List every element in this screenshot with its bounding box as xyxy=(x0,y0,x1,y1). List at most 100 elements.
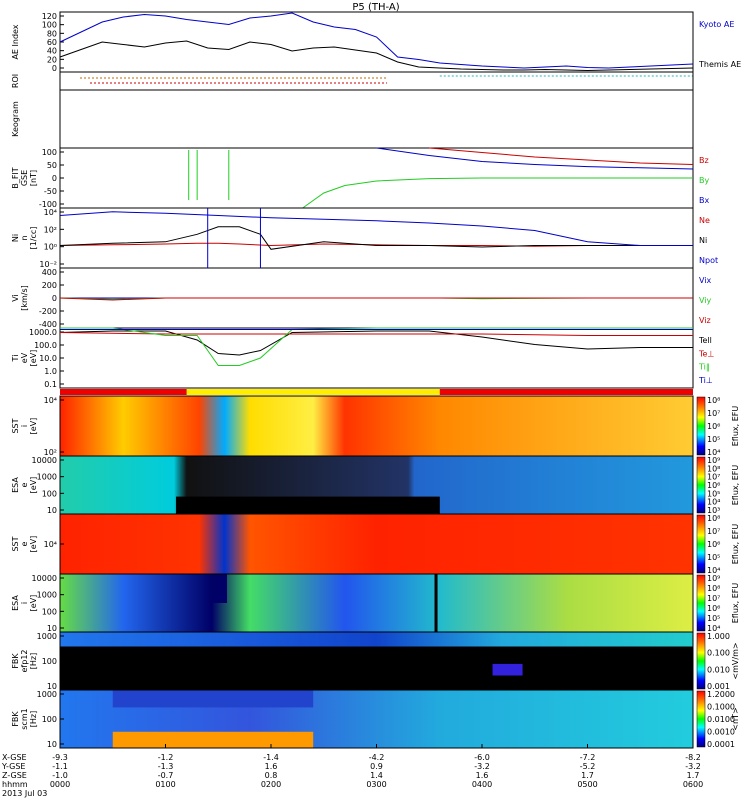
xaxis-row-label: Z-GSE xyxy=(2,771,27,780)
heatmap-band xyxy=(60,646,693,690)
xtick-label: -5.2 xyxy=(580,762,596,771)
xtick-label: -1.3 xyxy=(158,762,174,771)
colorbar-sst_i xyxy=(696,396,706,456)
ytick-label: 60 xyxy=(47,38,57,47)
xtick-label: 1.6 xyxy=(265,762,278,771)
ytick-label: 0 xyxy=(52,174,57,183)
status-bar-segment xyxy=(439,389,693,395)
ylabel-esa_i: ESAi[eV] xyxy=(11,595,38,612)
ylabel-line: AE Index xyxy=(11,24,20,59)
ylabel-esa_e: ESAe[eV] xyxy=(11,477,38,494)
colorbar-tick: 10⁶ xyxy=(707,604,720,613)
colorbar-tick: 10⁸ xyxy=(707,464,720,473)
ylabel-line: Keogram xyxy=(11,101,20,137)
xtick-label: -8.2 xyxy=(685,753,701,762)
colorbar-fbk_b xyxy=(696,690,706,748)
panel-frame xyxy=(59,327,694,389)
xtick-label: 0200 xyxy=(261,780,281,789)
panel-fbk_b: 1.2000 0.1000 0.0100 0.0010 0.0001 <nT> FBKscm… xyxy=(11,689,740,749)
ylabel-line: e xyxy=(20,482,29,487)
panel-keogram: Keogram xyxy=(11,89,694,149)
ylabel-line: [eV] xyxy=(29,350,38,367)
date-label: 2013 Jul 03 xyxy=(2,789,47,798)
panel-ti: TieV[eV] 1000.0 100.0 10.0 1.0 0.1 Tell Te⊥ Ti‖ T… xyxy=(11,327,714,389)
colorbar-tick: 10⁹ xyxy=(707,574,720,583)
xtick-label: -9.3 xyxy=(52,753,68,762)
colorbar-tick: 0.1000 xyxy=(707,703,735,712)
xtick-label: -1.0 xyxy=(52,771,68,780)
heatmap-band xyxy=(112,731,314,748)
xtick-label: 1.7 xyxy=(687,771,700,780)
ytick-label: 100 xyxy=(42,715,57,724)
ylabel-line: ESA xyxy=(11,595,20,611)
ytick-label: 40 xyxy=(47,47,57,56)
ylabel-keogram: Keogram xyxy=(11,101,20,137)
colorbar-label: Eflux, EFU xyxy=(731,465,740,506)
ytick-label: 0 xyxy=(52,294,57,303)
ytick-label: 10 xyxy=(47,624,57,633)
panel-fbk_e: 1.000 0.100 0.010 0.001<mV/m> FBKefp12[Hz] 10… xyxy=(11,631,740,691)
ylabel-ti: TieV[eV] xyxy=(11,350,38,367)
legend-vi-item: Viy xyxy=(699,296,712,305)
ylabel-line: Ti xyxy=(11,355,20,363)
colorbar-tick: 10⁷ xyxy=(707,409,720,418)
panel-frame xyxy=(59,11,694,73)
ylabel-line: SST xyxy=(11,536,20,551)
xtick-label: 0400 xyxy=(472,780,492,789)
series-bx-line xyxy=(376,147,694,170)
heatmap-esa_i xyxy=(60,574,693,632)
ytick-label: 50 xyxy=(47,161,57,170)
panel-vi: Vi[km/s] 400 200 0 -200 -400 Vix Viy Viz xyxy=(11,267,712,329)
ytick-label: 10 xyxy=(47,682,57,691)
ylabel-sst_i: SSTi[eV] xyxy=(11,418,38,435)
legend-ni-item: Ne xyxy=(699,216,710,225)
ytick-label: 1000.0 xyxy=(29,328,57,337)
colorbar-tick: 10⁴ xyxy=(707,448,720,457)
xaxis-row-label: X-GSE xyxy=(2,753,27,762)
colorbar-tick: 10⁷ xyxy=(707,594,720,603)
ytick-label: 10² xyxy=(44,225,57,234)
plot-title: P5 (TH-A) xyxy=(352,2,399,13)
legend-ni-item: Ni xyxy=(699,236,707,245)
ylabel-line: Vi xyxy=(11,294,20,302)
ytick-label: 100.0 xyxy=(34,341,57,350)
colorbar-tick: 1.000 xyxy=(707,632,730,641)
ylabel-roi: ROI xyxy=(11,74,20,88)
ytick-label: 10 xyxy=(47,740,57,749)
ylabel-line: [km/s] xyxy=(20,285,29,311)
colorbar-tick: 0.001 xyxy=(707,682,730,691)
ylabel-ni: Nin[1/cc] xyxy=(11,227,38,250)
legend-ti-item: Te⊥ xyxy=(698,349,714,358)
colorbar-tick: 10⁸ xyxy=(707,584,720,593)
ylabel-line: ESA xyxy=(11,477,20,493)
heatmap-sst_e xyxy=(60,514,693,574)
ytick-label: 1000 xyxy=(37,591,57,600)
ytick-label: 0 xyxy=(52,64,57,73)
xtick-label: 1.7 xyxy=(581,771,594,780)
colorbar-tick: 10⁸ xyxy=(707,514,720,523)
panel-sst_i: 10⁸ 10⁷ 10⁶ 10⁵ 10⁴ Eflux, EFU SSTi[eV] 10⁴ 10² xyxy=(11,395,740,457)
panel-frame xyxy=(59,89,694,149)
ylabel-line: B_FIT xyxy=(11,167,20,188)
ylabel-line: Ni xyxy=(11,234,20,242)
heatmap-sst_i xyxy=(60,396,693,456)
xtick-label: -3.2 xyxy=(685,762,701,771)
ytick-label: -100 xyxy=(39,200,57,209)
ylabel-line: [Hz] xyxy=(29,711,38,727)
ylabel-line: n xyxy=(20,235,29,240)
colorbar-esa_i xyxy=(696,574,706,632)
ylabel-line: [eV] xyxy=(29,536,38,553)
ytick-label: -50 xyxy=(44,187,57,196)
colorbar-tick: 1.2000 xyxy=(707,690,735,699)
legend-bfit-item: By xyxy=(699,176,709,185)
colorbar-label: Eflux, EFU xyxy=(731,524,740,565)
colorbar-label: Eflux, EFU xyxy=(731,583,740,624)
legend-bfit-item: Bz xyxy=(699,156,709,165)
ytick-label: 0.1 xyxy=(44,380,57,389)
colorbar-tick: 0.0010 xyxy=(707,728,735,737)
ytick-label: 10 xyxy=(47,506,57,515)
series-viz-line xyxy=(59,297,693,301)
